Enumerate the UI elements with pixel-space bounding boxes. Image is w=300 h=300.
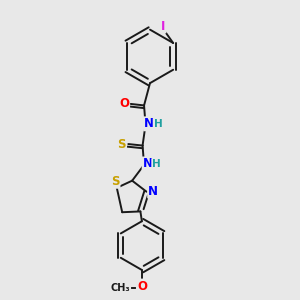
Text: N: N <box>144 117 154 130</box>
Text: S: S <box>118 138 126 151</box>
Text: H: H <box>154 119 162 129</box>
Text: CH₃: CH₃ <box>111 284 130 293</box>
Text: O: O <box>119 98 129 110</box>
Text: N: N <box>142 158 153 170</box>
Text: N: N <box>148 185 158 198</box>
Text: H: H <box>152 159 161 169</box>
Text: S: S <box>111 175 120 188</box>
Text: O: O <box>137 280 147 292</box>
Text: I: I <box>161 20 166 33</box>
